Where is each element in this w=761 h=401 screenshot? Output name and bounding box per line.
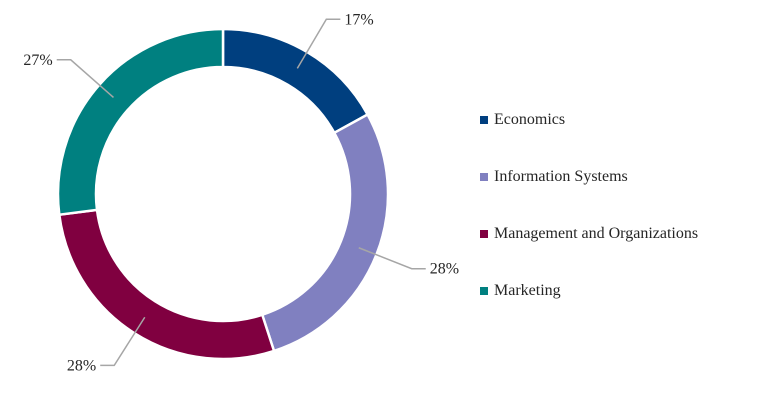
data-label-marketing: 27% <box>23 52 52 69</box>
legend: Economics Information Systems Management… <box>480 110 755 338</box>
legend-label-economics: Economics <box>494 111 566 128</box>
leader-lines <box>56 18 426 367</box>
legend-label-management-and-organizations: Management and Organizations <box>494 225 699 242</box>
legend-item-marketing[interactable]: Marketing <box>480 281 755 301</box>
legend-label-information-systems: Information Systems <box>494 168 628 185</box>
slice-management-and-organizations[interactable] <box>57 208 276 361</box>
legend-swatch-marketing <box>480 287 488 295</box>
slice-information-systems[interactable] <box>260 112 390 353</box>
data-label-management-and-organizations: 28% <box>67 357 96 374</box>
data-label-economics: 17% <box>344 11 373 28</box>
legend-swatch-economics <box>480 116 488 124</box>
legend-label-marketing: Marketing <box>494 282 561 299</box>
legend-item-economics[interactable]: Economics <box>480 110 755 130</box>
leader-line-economics <box>296 18 341 69</box>
legend-swatch-information-systems <box>480 173 488 181</box>
donut-slices <box>56 27 390 361</box>
leader-line-management-and-organizations <box>100 316 146 367</box>
slice-labels: 17% 28% 28% 27% <box>23 11 459 374</box>
slice-marketing[interactable] <box>56 27 225 217</box>
slice-economics[interactable] <box>221 27 370 135</box>
leader-line-information-systems <box>358 247 426 270</box>
legend-item-information-systems[interactable]: Information Systems <box>480 167 755 187</box>
data-label-information-systems: 28% <box>430 261 459 278</box>
leader-line-marketing <box>56 59 114 99</box>
legend-item-management-and-organizations[interactable]: Management and Organizations <box>480 224 755 244</box>
legend-swatch-management-and-organizations <box>480 230 488 238</box>
